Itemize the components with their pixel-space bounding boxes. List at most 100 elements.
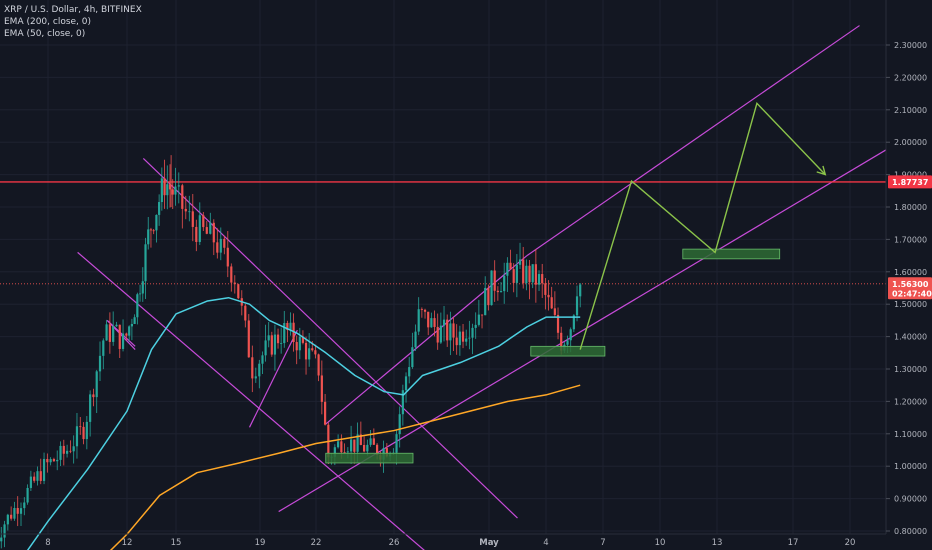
candle-body [487,287,490,306]
candle-body [147,229,150,245]
price-tick-label: 1.20000 [894,397,927,406]
candle-body [89,394,92,422]
candle-body [118,324,121,349]
candle-body [575,296,579,316]
projection-path[interactable] [579,101,826,350]
candle-body [398,414,401,435]
candle-body [75,426,79,447]
candle-body [525,265,528,284]
candle-body [503,275,506,292]
candle-body [121,333,125,349]
candle-body [108,324,111,342]
candle-body [401,390,404,415]
candle-body [566,340,569,345]
ema200-legend[interactable]: EMA (200, close, 0) [4,17,92,27]
channel-trendline [248,329,298,428]
candle-body [158,202,161,215]
candle-body [85,421,88,440]
support-zone[interactable] [682,248,781,260]
symbol-title[interactable]: XRP / U.S. Dollar, 4h, BITFINEX [4,5,142,15]
candle-body [233,282,236,285]
resistance-price-label: 1.87737 [892,178,928,187]
price-tick-label: 1.60000 [894,268,927,277]
candle-body [436,326,439,343]
candle-body [264,340,267,356]
candle-body [174,186,177,195]
candle-body [452,323,455,338]
candle-body [115,324,118,327]
candle-body [531,264,534,283]
candle-body [202,215,205,228]
price-axis[interactable]: 0.80000 0.90000 1.00000 1.10000 1.20000 1.300… [885,0,932,550]
last-price-tag[interactable] [888,277,932,300]
candle-body [556,314,560,333]
candle-body [258,363,261,377]
time-tick-label: 17 [788,538,799,548]
candle-body [430,318,433,328]
candle-body [102,340,105,356]
candle-body [184,208,187,212]
price-tick-label: 2.20000 [894,73,927,82]
candle-body [572,315,575,330]
candle-body [254,376,257,379]
candle-body [493,270,496,291]
candle-body [569,329,572,341]
price-tick-label: 1.40000 [894,333,927,342]
resistance-price-tag[interactable] [888,175,932,189]
support-zone[interactable] [325,452,414,464]
candle-body [223,238,226,248]
candle-body [280,343,283,344]
candle-body [560,332,563,351]
candle-body [29,476,32,488]
time-tick-label: 12 [122,538,133,548]
candle-body [471,327,474,338]
time-axis[interactable]: 8 12 15 19 22 26 May 4 7 10 13 17 20 [0,533,886,548]
candle-body [92,394,95,398]
candle-body [177,185,180,187]
candle-body [26,487,29,503]
candle-body [216,242,219,253]
candle-body [283,323,286,344]
candle-body [251,357,254,379]
candle-body [499,291,503,293]
candle-body [385,448,388,457]
time-tick-label: 10 [655,538,666,548]
drawing-layer-front[interactable] [325,101,827,464]
candle-body [171,189,174,195]
candle-body [509,262,512,270]
candle-body [0,537,3,542]
candle-body [276,334,280,344]
ema50-legend[interactable]: EMA (50, close, 0) [4,29,86,39]
time-tick-label: 26 [389,538,400,548]
candle-body [395,434,398,453]
candle-body [314,350,317,355]
candle-body [465,338,468,342]
candle-body [219,238,222,253]
ema200-line [109,384,581,550]
candle-body [130,323,133,327]
price-tick-label: 1.30000 [894,365,927,374]
price-axis-panel[interactable] [886,0,932,550]
candle-body [317,354,320,376]
time-tick-label: 8 [45,538,50,548]
candle-body [484,287,487,316]
candle-body [59,445,62,460]
candle-body [522,259,525,284]
candle-body [247,320,250,358]
time-tick-label: 7 [600,538,605,548]
price-tick-label: 0.90000 [894,495,927,504]
candle-body [16,507,19,514]
candle-body [408,367,411,377]
candle-body [195,226,198,242]
candle-body [518,259,522,265]
candle-body [477,314,480,325]
price-tick-label: 1.70000 [894,235,927,244]
candle-body [72,446,75,452]
candle-body [304,342,308,360]
support-zone[interactable] [530,345,606,357]
candle-body [149,229,153,231]
candle-body [333,447,336,457]
time-tick-label: 19 [255,538,266,548]
time-tick-label: 15 [171,538,182,548]
